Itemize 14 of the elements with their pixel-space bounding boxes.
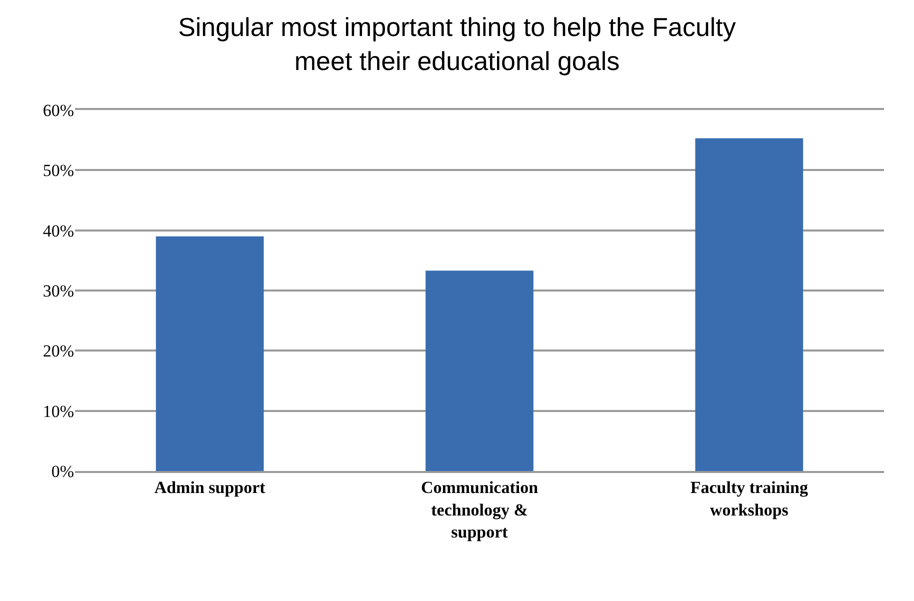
bar <box>156 236 264 471</box>
x-tick-label: Communication technology & support <box>420 478 539 542</box>
y-tick-label: 40% <box>42 221 74 240</box>
x-tick-label: Faculty training workshops <box>690 478 808 520</box>
y-tick-label: 0% <box>51 462 74 481</box>
y-tick-label: 50% <box>42 161 74 180</box>
y-tick-label: 60% <box>42 100 74 120</box>
bar <box>426 270 534 471</box>
x-tick-label: Admin support <box>154 478 266 498</box>
y-tick-label: 30% <box>42 281 74 300</box>
y-tick-label: 10% <box>42 402 74 421</box>
chart-title: Singular most important thing to help the Faculty meet their educational goals <box>178 12 736 76</box>
bar <box>695 138 804 471</box>
y-tick-label: 20% <box>42 342 74 361</box>
